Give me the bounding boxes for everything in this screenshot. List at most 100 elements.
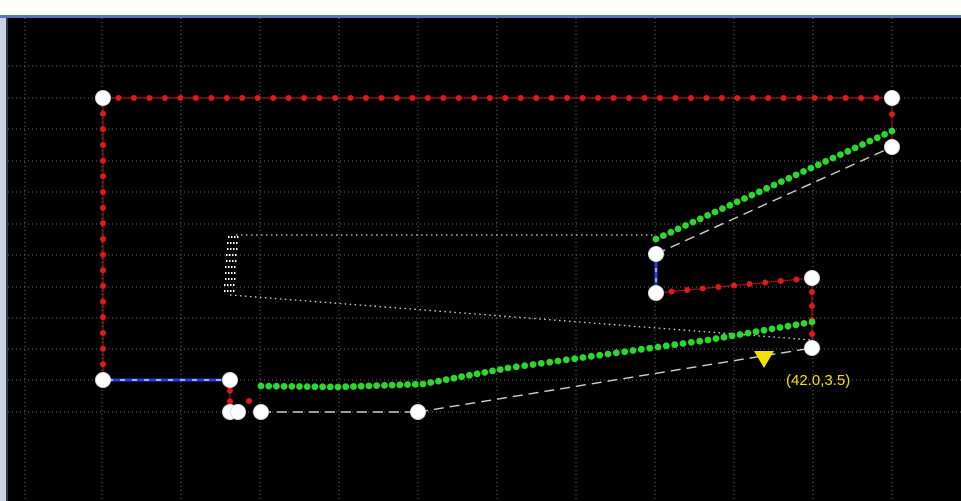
green-path-lower-dot [504,364,512,372]
red-path-main-dot [100,142,106,148]
green-path-lower-dot [481,369,489,376]
dashed-connectors [229,146,893,413]
green-path-lower-dot [784,322,792,330]
green-path-upper-dot [763,185,770,192]
red-path-main-dot [440,95,447,101]
green-path-upper-dot [888,127,896,135]
red-path-short-dot [227,387,233,394]
green-path-lower-dot [612,349,620,357]
green-path-lower-dot [728,332,736,340]
green-path-lower-dot [654,343,662,351]
path-node[interactable] [253,404,269,420]
green-path-lower-dot [365,382,373,390]
window-top-bar [0,0,961,18]
red-path-main-dot [687,95,694,101]
path-node[interactable] [410,404,426,420]
red-path-main-dot [100,236,106,242]
red-path-main-dot [610,95,617,101]
red-path-main-dot [703,95,710,101]
green-path-upper-dot [674,225,682,233]
red-path-main-dot [208,95,215,101]
path-nodes[interactable] [95,90,900,420]
red-path-main-dot [548,95,555,101]
green-path-upper-dot [667,228,675,236]
green-path-lower-dot [712,335,720,342]
red-path-main-dot [100,361,106,368]
green-path-lower-dot [679,340,687,347]
green-path-upper-dot [829,154,837,162]
green-path-lower-dot [427,379,435,386]
red-path-main-dot [765,95,772,101]
red-path-main-dot [270,95,277,101]
green-path-lower-dot [342,383,350,391]
white-hatch-mark [224,236,239,292]
green-path-upper-dot [741,195,748,202]
red-path-right-dot [809,289,815,295]
red-path-main-dot [626,95,632,101]
green-path-upper-dot [800,168,807,175]
red-path-main-dot [223,95,230,101]
red-path-main-dot [100,345,106,352]
green-path-upper-dot [733,198,741,206]
red-path-main-dot [254,95,261,101]
green-path-upper-dot [660,232,667,240]
green-dotted-paths [257,127,896,391]
red-path-main-dot [100,298,106,305]
green-path-upper-dot [814,161,822,169]
green-path-lower-dot [720,333,728,341]
path-node[interactable] [648,246,664,262]
path-diagram-canvas[interactable]: (42.0,3.5) [8,18,961,501]
green-path-lower-dot [273,382,280,390]
green-path-lower-dot [571,355,579,363]
green-path-lower-dot [554,357,562,365]
red-path-right-dot [746,281,753,287]
green-path-lower-dot [521,362,529,370]
green-path-lower-dot [776,324,784,331]
path-node[interactable] [230,404,246,420]
green-path-upper-dot [881,131,888,138]
red-path-main-dot [130,95,137,101]
green-path-lower-dot [373,382,380,389]
red-path-main-dot [100,173,106,180]
red-path-main-dot [100,126,106,133]
green-path-lower-dot [357,382,365,390]
red-path-main-dot [641,95,648,101]
path-node[interactable] [804,340,820,356]
green-path-lower-dot [311,383,319,391]
path-node[interactable] [804,270,820,286]
red-path-main-dot [100,283,106,289]
red-path-main-dot [301,95,308,101]
path-node[interactable] [95,90,111,106]
red-path-main-dot [827,95,834,101]
green-path-lower-dot [800,320,808,327]
red-path-right-dot [699,285,706,292]
triangle-down-marker[interactable] [754,351,774,368]
red-path-main-dot [100,314,106,321]
green-path-upper-dot [696,215,704,223]
path-node[interactable] [884,90,900,106]
red-path-main-dot [796,95,803,101]
red-path-main-dot [858,95,865,101]
path-node[interactable] [884,139,900,155]
path-node[interactable] [95,372,111,388]
green-path-lower-dot [442,376,450,383]
red-path-right-dot [762,279,769,286]
green-path-lower-dot [808,318,816,326]
red-path-main-dot [100,267,106,274]
path-node[interactable] [648,285,664,301]
green-path-upper-dot [748,191,756,199]
green-path-upper-dot [873,134,881,142]
green-path-lower-dot [687,338,695,346]
red-path-main-dot [734,95,741,101]
red-path-main-dot [455,95,462,101]
green-path-upper-dot [704,212,711,219]
red-path-main-dot [533,95,540,101]
path-node[interactable] [222,372,238,388]
green-path-lower-dot [450,374,458,382]
red-path-main-dot [564,95,571,101]
red-path-main-dot [718,95,725,101]
green-path-lower-dot [326,383,334,391]
plot-area[interactable]: (42.0,3.5) [6,18,961,501]
red-path-main-dot [177,95,184,101]
green-path-lower-dot [489,367,496,375]
